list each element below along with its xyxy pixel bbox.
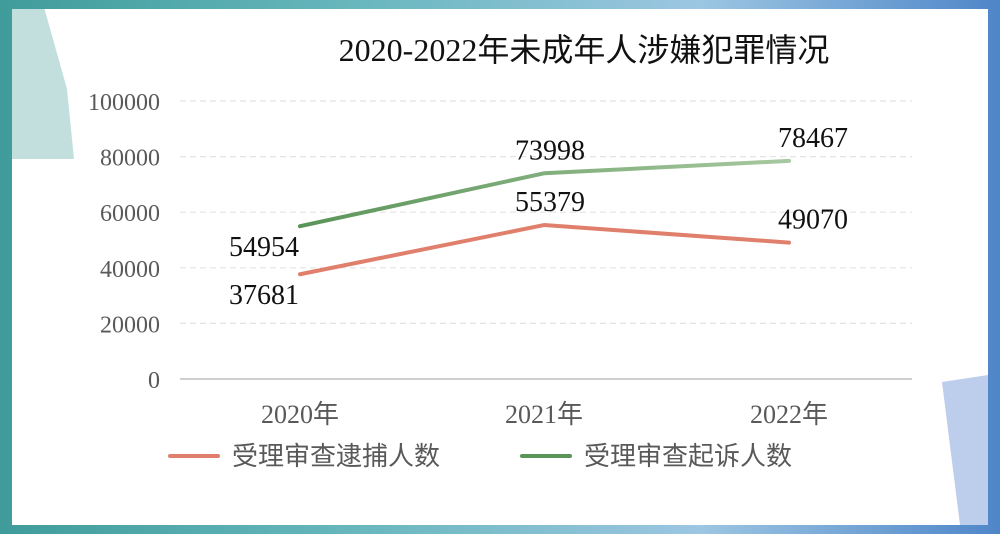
legend-label: 受理审查起诉人数: [584, 442, 792, 471]
line-chart: 2020-2022年未成年人涉嫌犯罪情况 0 20000 40000 60000 800…: [12, 9, 988, 525]
data-label: 73998: [515, 135, 585, 166]
data-label: 55379: [515, 187, 585, 218]
chart-title: 2020-2022年未成年人涉嫌犯罪情况: [339, 32, 830, 68]
grid-lines: [180, 100, 912, 324]
data-label: 78467: [778, 123, 848, 154]
x-tick-label: 2020年: [261, 400, 339, 429]
legend-label: 受理审查逮捕人数: [232, 442, 440, 471]
x-tick-label: 2022年: [750, 400, 828, 429]
legend: 受理审查逮捕人数 受理审查起诉人数: [168, 442, 792, 471]
chart-frame: 2020-2022年未成年人涉嫌犯罪情况 0 20000 40000 60000 800…: [12, 9, 988, 525]
y-tick-label: 100000: [88, 90, 160, 116]
decor-shape-right: [942, 375, 988, 525]
y-tick-label: 0: [148, 368, 160, 394]
y-tick-label: 20000: [100, 312, 160, 338]
data-label: 49070: [778, 205, 848, 236]
y-tick-label: 60000: [100, 201, 160, 227]
series-line-prosecution-review: [298, 158, 791, 229]
x-tick-label: 2021年: [505, 400, 583, 429]
y-axis-ticks: 0 20000 40000 60000 80000 100000: [88, 90, 160, 394]
decor-shape-left: [12, 9, 74, 159]
data-label: 37681: [229, 280, 299, 311]
data-label: 54954: [229, 232, 299, 263]
series-lines: [298, 158, 791, 277]
series-line-arrest-review: [298, 223, 791, 277]
x-axis-ticks: 2020年 2021年 2022年: [261, 400, 828, 429]
y-tick-label: 40000: [100, 257, 160, 283]
y-tick-label: 80000: [100, 146, 160, 172]
data-labels: 37681 55379 49070 54954 73998 78467: [229, 123, 848, 311]
